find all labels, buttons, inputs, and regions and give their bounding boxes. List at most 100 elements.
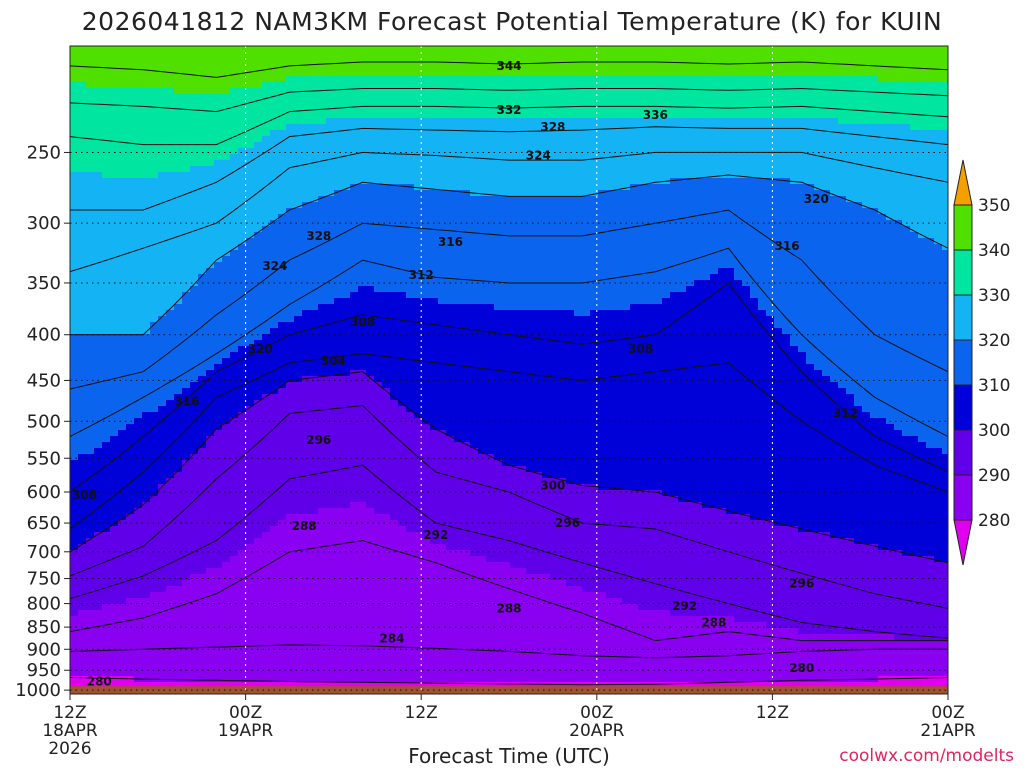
field-cell: [86, 298, 95, 305]
field-cell: [422, 502, 431, 509]
field-cell: [142, 136, 151, 143]
field-cell: [310, 568, 319, 575]
field-cell: [174, 262, 183, 269]
field-cell: [110, 346, 119, 353]
field-cell: [238, 328, 247, 335]
field-cell: [86, 244, 95, 251]
field-cell: [334, 184, 343, 191]
field-cell: [126, 190, 135, 197]
field-cell: [142, 454, 151, 461]
field-cell: [174, 166, 183, 173]
field-cell: [270, 46, 279, 53]
field-cell: [70, 418, 79, 425]
field-cell: [246, 112, 255, 119]
field-cell: [150, 400, 159, 407]
field-cell: [326, 82, 335, 89]
field-cell: [238, 682, 247, 689]
field-cell: [438, 118, 447, 125]
field-cell: [214, 400, 223, 407]
field-cell: [254, 544, 263, 551]
field-cell: [78, 634, 87, 641]
field-cell: [198, 496, 207, 503]
field-cell: [302, 382, 311, 389]
field-cell: [414, 274, 423, 281]
field-cell: [414, 532, 423, 539]
field-cell: [182, 448, 191, 455]
field-cell: [270, 562, 279, 569]
field-cell: [118, 676, 127, 683]
field-cell: [206, 268, 215, 275]
field-cell: [126, 322, 135, 329]
field-cell: [334, 214, 343, 221]
field-cell: [278, 214, 287, 221]
field-cell: [310, 232, 319, 239]
field-cell: [326, 532, 335, 539]
field-cell: [238, 346, 247, 353]
field-cell: [374, 442, 383, 449]
field-cell: [222, 202, 231, 209]
field-cell: [286, 466, 295, 473]
field-cell: [158, 670, 167, 677]
field-cell: [86, 466, 95, 473]
field-cell: [214, 574, 223, 581]
field-cell: [222, 100, 231, 107]
field-cell: [206, 538, 215, 545]
field-cell: [310, 166, 319, 173]
field-cell: [350, 514, 359, 521]
field-cell: [70, 508, 79, 515]
field-cell: [198, 466, 207, 473]
field-cell: [142, 226, 151, 233]
field-cell: [390, 130, 399, 137]
field-cell: [134, 514, 143, 521]
field-cell: [190, 154, 199, 161]
field-cell: [334, 424, 343, 431]
field-cell: [246, 196, 255, 203]
field-cell: [406, 58, 415, 65]
field-cell: [102, 424, 111, 431]
field-cell: [94, 394, 103, 401]
field-cell: [334, 490, 343, 497]
field-cell: [174, 346, 183, 353]
field-cell: [326, 220, 335, 227]
field-cell: [126, 154, 135, 161]
field-cell: [398, 358, 407, 365]
field-cell: [126, 526, 135, 533]
field-cell: [382, 322, 391, 329]
field-cell: [294, 328, 303, 335]
field-cell: [70, 274, 79, 281]
field-cell: [142, 670, 151, 677]
field-cell: [438, 184, 447, 191]
field-cell: [294, 484, 303, 491]
field-cell: [78, 328, 87, 335]
field-cell: [86, 184, 95, 191]
field-cell: [342, 154, 351, 161]
field-cell: [174, 220, 183, 227]
field-cell: [166, 388, 175, 395]
field-cell: [310, 616, 319, 623]
field-cell: [102, 346, 111, 353]
field-cell: [358, 652, 367, 659]
field-cell: [254, 664, 263, 671]
field-cell: [190, 466, 199, 473]
field-cell: [358, 286, 367, 293]
field-cell: [366, 58, 375, 65]
field-cell: [286, 250, 295, 257]
field-cell: [422, 676, 431, 683]
field-cell: [198, 592, 207, 599]
field-cell: [134, 544, 143, 551]
field-cell: [302, 208, 311, 215]
field-cell: [222, 238, 231, 245]
field-cell: [414, 226, 423, 233]
field-cell: [190, 628, 199, 635]
field-cell: [302, 442, 311, 449]
field-cell: [230, 586, 239, 593]
field-cell: [438, 70, 447, 77]
field-cell: [430, 682, 439, 689]
field-cell: [222, 436, 231, 443]
field-cell: [126, 454, 135, 461]
field-cell: [102, 286, 111, 293]
field-cell: [334, 352, 343, 359]
field-cell: [326, 352, 335, 359]
field-cell: [406, 124, 415, 131]
field-cell: [198, 676, 207, 683]
